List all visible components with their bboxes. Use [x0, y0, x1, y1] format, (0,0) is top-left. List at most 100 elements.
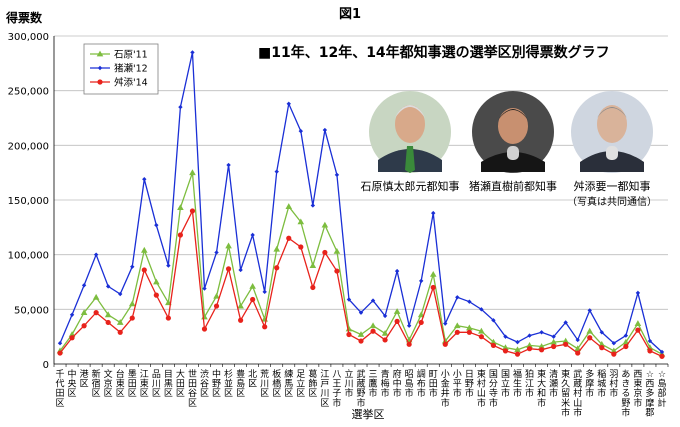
y-tick-label: 50,000 [14, 305, 49, 316]
data-point [141, 267, 147, 273]
x-tick-label: 葛飾区 [308, 368, 317, 399]
data-point [466, 324, 473, 331]
data-point [165, 315, 171, 321]
x-tick-label: ☆島部計 [657, 370, 666, 409]
y-tick-label: 250,000 [8, 87, 49, 98]
x-tick-label: 府中市 [393, 368, 402, 399]
data-point [225, 242, 232, 249]
portrait-hair [597, 107, 627, 118]
data-point [225, 266, 232, 272]
data-point [598, 340, 606, 347]
data-point [238, 317, 244, 323]
data-point [466, 329, 472, 335]
x-tick-label: 千代田区 [56, 369, 65, 409]
data-point [610, 347, 618, 354]
data-point [322, 127, 328, 133]
data-point [334, 172, 340, 178]
data-point [575, 350, 581, 356]
data-point [527, 333, 532, 338]
axes-layer: 0 50,000 100,000 150,000 200,000 250,000 300,0… [8, 32, 669, 371]
data-point [286, 235, 292, 241]
data-point [514, 346, 521, 353]
data-point [467, 299, 472, 304]
x-tick-label: 豊島区 [236, 368, 245, 399]
x-tick-label: 狛江市 [525, 368, 534, 399]
x-tick-label: 練馬区 [284, 368, 293, 399]
photo-caption-ishihara: 石原慎太郎元都知事 [361, 179, 460, 193]
data-point [418, 319, 424, 326]
data-point [382, 313, 388, 319]
data-point [262, 289, 267, 295]
data-point [406, 341, 412, 347]
data-point [81, 323, 87, 329]
data-point [647, 338, 653, 344]
data-point [80, 309, 88, 316]
data-point [442, 341, 448, 347]
data-point [551, 334, 556, 339]
x-tick-label: 八王子市 [332, 370, 341, 409]
y-tick-label: 100,000 [8, 251, 49, 262]
data-point [190, 50, 195, 55]
data-point [491, 318, 496, 323]
data-point [358, 310, 364, 315]
data-point [538, 343, 545, 349]
x-tick-label: 世田谷区 [188, 368, 197, 409]
data-point [92, 293, 100, 300]
series-2 [57, 208, 665, 359]
x-tick-label: 港区 [80, 368, 89, 390]
data-point [166, 263, 171, 268]
x-tick-label: 小平市 [453, 369, 462, 399]
data-point [634, 320, 642, 326]
portrait-face [395, 105, 425, 143]
portrait-microphone [507, 146, 519, 160]
data-point [201, 326, 208, 332]
chart-title: ■11年、12年、14年都知事選の選挙区別得票数グラフ [258, 44, 610, 61]
data-point [622, 338, 630, 345]
data-point [140, 246, 148, 253]
data-point [370, 298, 376, 303]
photo-masuzoe: 舛添要一都知事 [571, 91, 653, 193]
x-tick-label: 羽村市 [609, 369, 618, 399]
legend-marker [96, 50, 104, 57]
data-point [128, 300, 136, 307]
data-point [69, 312, 75, 317]
data-point [358, 338, 364, 344]
data-point [563, 320, 568, 325]
portrait-face [597, 105, 627, 143]
data-point [514, 351, 521, 357]
data-point [346, 297, 352, 302]
data-point [57, 350, 63, 356]
data-point [274, 265, 280, 271]
data-point [153, 292, 159, 298]
x-tick-label: 荒川区 [260, 369, 269, 399]
x-tick-label: 板橋区 [272, 368, 281, 399]
data-point [394, 268, 400, 274]
data-point [177, 204, 184, 211]
legend-label: 石原'11 [114, 50, 148, 61]
portrait-hair [395, 105, 425, 118]
data-point [249, 282, 256, 289]
data-point [201, 313, 208, 320]
data-point [490, 342, 497, 349]
data-point [57, 341, 63, 346]
legend-marker [97, 79, 103, 85]
data-point [202, 286, 207, 291]
x-tick-label: 江東区 [140, 369, 149, 399]
data-point [81, 283, 87, 288]
data-point [538, 347, 545, 353]
data-point [262, 324, 268, 330]
portrait-hair [498, 109, 528, 120]
data-point [599, 330, 604, 335]
data-point [502, 344, 509, 350]
data-point [154, 222, 159, 228]
data-point [93, 310, 99, 316]
data-point [455, 295, 460, 300]
data-point [93, 252, 99, 257]
data-point [238, 267, 243, 273]
x-tick-label: 台東区 [116, 368, 125, 399]
x-tick-label: 北区 [248, 369, 257, 390]
data-point [213, 292, 220, 299]
data-point [105, 319, 111, 326]
x-axis-label: 選挙区 [352, 408, 385, 421]
